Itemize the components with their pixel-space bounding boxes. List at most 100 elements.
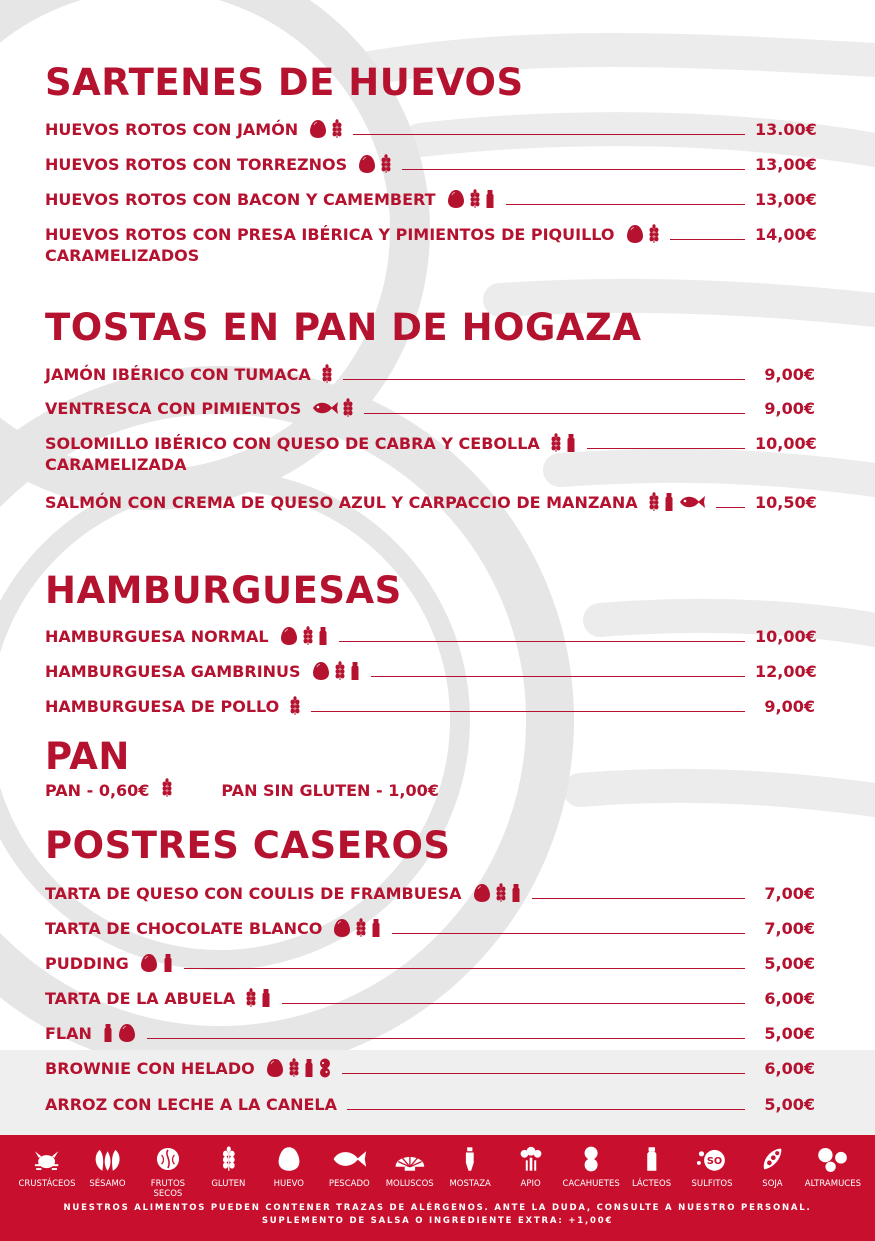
allergen-icons — [648, 492, 706, 512]
menu-item-name-continuation: CARAMELIZADOS — [45, 246, 200, 265]
leader-line — [341, 1062, 745, 1074]
huevo-icon — [332, 918, 352, 938]
section-title-tostas: TOSTAS EN PAN DE HOGAZA — [45, 306, 642, 349]
gluten-icon — [288, 1058, 300, 1078]
pan-item: PAN - 0,60€ — [45, 780, 150, 800]
menu-item-price: 5,00€ — [764, 1023, 815, 1043]
menu-item-price: 10,50€ — [755, 492, 817, 512]
menu-item-name: ARROZ CON LECHE A LA CANELA — [45, 1094, 337, 1114]
lacteos-icon — [565, 433, 577, 453]
allergen-legend-label: HUEVO — [273, 1179, 304, 1189]
leader-line — [364, 402, 745, 414]
lacteos-icon — [644, 1143, 660, 1175]
allergen-icons — [357, 154, 392, 174]
huevo-icon — [311, 661, 331, 681]
menu-item: HUEVOS ROTOS CON JAMÓN 13.00€ — [45, 117, 817, 141]
leader-line — [715, 496, 745, 508]
menu-item-price: 9,00€ — [764, 398, 815, 418]
menu-item: JAMÓN IBÉRICO CON TUMACA 9,00€ — [45, 362, 815, 386]
huevo-icon — [625, 224, 645, 244]
lacteos-icon — [370, 918, 382, 938]
huevo-icon — [446, 189, 466, 209]
menu-item: TARTA DE QUESO CON COULIS DE FRAMBUESA 7,… — [45, 881, 815, 905]
sesamo-icon — [92, 1143, 123, 1175]
section-title-postres: POSTRES CASEROS — [45, 824, 451, 867]
allergen-legend-label: LÁCTEOS — [631, 1179, 672, 1189]
soja-icon — [759, 1143, 785, 1175]
huevo-icon — [276, 1143, 302, 1175]
menu-item-name: HAMBURGUESA DE POLLO — [45, 696, 280, 716]
allergen-legend-item: FRUTOS SECOS — [141, 1143, 195, 1199]
leader-line — [146, 1027, 745, 1039]
allergen-icons — [311, 661, 361, 681]
leader-line — [346, 1098, 745, 1110]
allergen-legend: CRUSTÁCEOS SÉSAMO FRUTOS SECOS GLUTEN HUEVO P… — [18, 1143, 861, 1199]
sulfitos-icon: SO — [695, 1143, 729, 1175]
pescado-icon — [311, 398, 339, 418]
menu-item: TARTA DE CHOCOLATE BLANCO 7,00€ — [45, 916, 815, 940]
lacteos-icon — [663, 492, 675, 512]
gluten-icon — [648, 224, 660, 244]
cacahuetes-icon — [318, 1058, 332, 1078]
allergen-icons — [550, 433, 577, 453]
pan-options: PAN - 0,60€ PAN SIN GLUTEN - 1,00€ — [45, 778, 439, 802]
frutos-secos-icon — [155, 1143, 181, 1175]
menu-item: HAMBURGUESA DE POLLO 9,00€ — [45, 694, 815, 718]
gluten-icon — [469, 189, 481, 209]
leader-line — [342, 368, 745, 380]
allergen-legend-item: CRUSTÁCEOS — [18, 1143, 76, 1199]
section-title-sartenes: SARTENES DE HUEVOS — [45, 61, 524, 104]
menu-item-name: HUEVOS ROTOS CON BACON Y CAMEMBERT — [45, 189, 436, 209]
menu-item-name: SOLOMILLO IBÉRICO CON QUESO DE CABRA Y C… — [45, 433, 540, 453]
menu-item-price: 7,00€ — [764, 883, 815, 903]
allergen-icons — [625, 224, 660, 244]
menu-item-price: 5,00€ — [764, 953, 815, 973]
gluten-icon — [355, 918, 367, 938]
allergen-legend-item: MOLUSCOS — [383, 1143, 437, 1199]
menu-item-name: HUEVOS ROTOS CON JAMÓN — [45, 119, 299, 139]
huevo-icon — [357, 154, 377, 174]
extra-supplement-note: SUPLEMENTO DE SALSA O INGREDIENTE EXTRA:… — [261, 1216, 614, 1226]
allergen-icons — [472, 883, 522, 903]
huevo-icon — [279, 626, 299, 646]
menu-item: HAMBURGUESA GAMBRINUS 12,00€ — [45, 659, 817, 683]
allergen-warning: NUESTROS ALIMENTOS PUEDEN CONTENER TRAZA… — [63, 1203, 812, 1213]
menu-item: PUDDING 5,00€ — [45, 951, 815, 975]
gluten-icon — [245, 988, 257, 1008]
allergen-icons — [279, 626, 329, 646]
lacteos-icon — [102, 1023, 114, 1043]
leader-line — [392, 922, 745, 934]
menu-item: HUEVOS ROTOS CON PRESA IBÉRICA Y PIMIENT… — [45, 222, 817, 265]
allergen-icons — [311, 398, 354, 418]
allergen-icons — [139, 953, 174, 973]
menu-item-price: 9,00€ — [764, 696, 815, 716]
altramuces-icon — [815, 1143, 851, 1175]
huevo-icon — [117, 1023, 137, 1043]
leader-line — [505, 193, 745, 205]
crustaceos-icon — [31, 1143, 62, 1175]
gluten-icon — [161, 778, 173, 802]
leader-line — [353, 123, 745, 135]
section-title-pan: PAN — [45, 735, 130, 778]
allergen-icons — [102, 1023, 137, 1043]
gluten-icon — [321, 364, 333, 384]
lacteos-icon — [162, 953, 174, 973]
leader-line — [183, 957, 745, 969]
allergen-icons — [332, 918, 382, 938]
menu-item: VENTRESCA CON PIMIENTOS 9,00€ — [45, 396, 815, 420]
mostaza-icon — [462, 1143, 478, 1175]
allergen-legend-item: CACAHUETES — [562, 1143, 620, 1199]
allergen-icons — [446, 189, 496, 209]
menu-item-name: FLAN — [45, 1023, 92, 1043]
gluten-icon — [302, 626, 314, 646]
pescado-icon — [678, 492, 706, 512]
gluten-icon — [289, 696, 301, 716]
huevo-icon — [139, 953, 159, 973]
menu-item-price: 13.00€ — [755, 119, 817, 139]
allergen-legend-item: SO SULFITOS — [685, 1143, 739, 1199]
apio-icon — [518, 1143, 544, 1175]
leader-line — [282, 992, 745, 1004]
menu-item: TARTA DE LA ABUELA 6,00€ — [45, 986, 815, 1010]
huevo-icon — [308, 119, 328, 139]
